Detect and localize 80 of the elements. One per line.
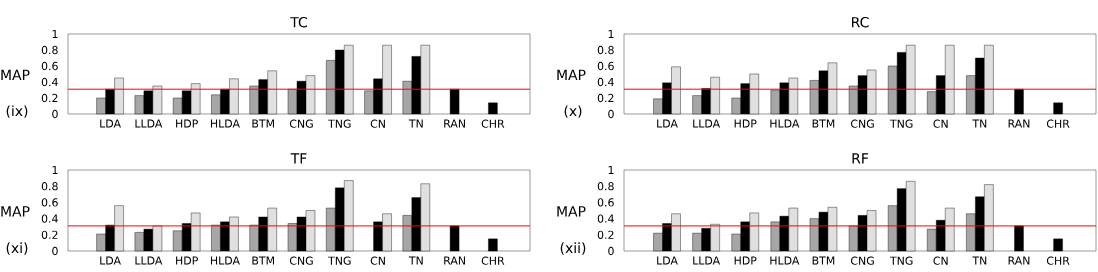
x-tick-label: CN [370,119,385,128]
y-tick-label: 0 [52,109,58,119]
x-tick-label: CNG [289,256,313,265]
x-tick-label: HLDA [770,256,800,265]
y-tick-label: 0 [608,246,614,256]
x-tick-label: RAN [444,256,465,265]
y-tick-label: 0 [608,109,614,119]
x-tick-label: CN [370,256,385,265]
x-tick-label: CHR [481,119,505,128]
chart-title: RF [852,153,869,164]
x-tick-label: CHR [481,256,505,265]
x-tick-label: BTM [252,119,274,128]
y-tick-label: 1 [52,30,58,38]
x-tick-label: RAN [1008,256,1030,265]
y-tick-label: 0.6 [41,61,58,71]
y-tick-label: 0.2 [41,93,58,103]
x-tick-label: HDP [734,256,757,265]
x-tick-label: CN [933,256,948,265]
y-tick-label: 0.2 [41,230,58,239]
y-axis-title: MAP [557,69,586,80]
y-tick-label: 0.8 [41,45,58,55]
x-tick-label: LDA [100,256,121,265]
y-tick-label: 1 [608,166,614,174]
y-tick-label: 0.6 [597,61,614,71]
text: (xii) [560,242,586,255]
x-tick-label: LDA [100,119,121,128]
y-tick-label: 0.4 [597,77,614,87]
x-tick-label: BTM [252,256,274,265]
y-tick-label: 0.4 [597,214,614,223]
x-tick-label: CNG [289,119,313,128]
x-tick-label: TN [408,256,423,265]
x-tick-label: HDP [176,119,198,128]
x-tick-label: HDP [734,119,757,128]
y-axis-title: MAP [1,69,30,80]
y-tick-label: 0.6 [597,198,614,207]
text: (ix) [6,105,28,118]
x-tick-label: TNG [889,256,913,265]
y-tick-label: 0.8 [597,182,614,191]
x-tick-label: LDA [657,256,678,265]
x-tick-label: CHR [1046,256,1070,265]
y-tick-label: 1 [52,166,58,174]
y-tick-label: 0.8 [597,45,614,55]
y-tick-label: 0.6 [41,198,58,207]
y-tick-label: 0.2 [597,93,614,103]
x-tick-label: LLDA [135,119,163,128]
y-tick-label: 0.2 [597,230,614,239]
x-tick-label: CNG [850,256,874,265]
x-tick-label: LLDA [693,119,721,128]
x-tick-label: HLDA [210,119,240,128]
x-tick-label: LDA [657,119,678,128]
chart-title: TF [290,153,307,164]
x-tick-label: RAN [1008,119,1030,128]
y-tick-label: 1 [608,30,614,38]
x-tick-label: LLDA [135,256,163,265]
x-tick-label: TNG [328,119,351,128]
x-tick-label: CN [933,119,948,128]
x-tick-label: BTM [812,256,835,265]
chart-title: RC [852,16,869,28]
x-tick-label: HLDA [770,119,800,128]
x-tick-label: TN [972,256,987,265]
y-tick-label: 0.4 [41,214,58,223]
x-tick-label: LLDA [693,256,721,265]
y-tick-label: 0.4 [41,77,58,87]
x-tick-label: CNG [850,119,874,128]
x-tick-label: TNG [328,256,351,265]
y-axis-title: MAP [1,206,30,217]
x-tick-label: TN [972,119,987,128]
x-tick-label: HDP [176,256,198,265]
y-tick-label: 0.8 [41,182,58,191]
chart-title: TC [290,16,307,28]
x-tick-label: HLDA [210,256,240,265]
x-tick-label: TN [408,119,423,128]
x-tick-label: RAN [444,119,465,128]
x-tick-label: BTM [812,119,835,128]
y-axis-title: MAP [557,206,586,217]
x-tick-label: TNG [889,119,913,128]
y-tick-label: 0 [52,246,58,256]
text: (x) [564,105,582,118]
x-tick-label: CHR [1046,119,1070,128]
text: (xi) [6,242,28,255]
